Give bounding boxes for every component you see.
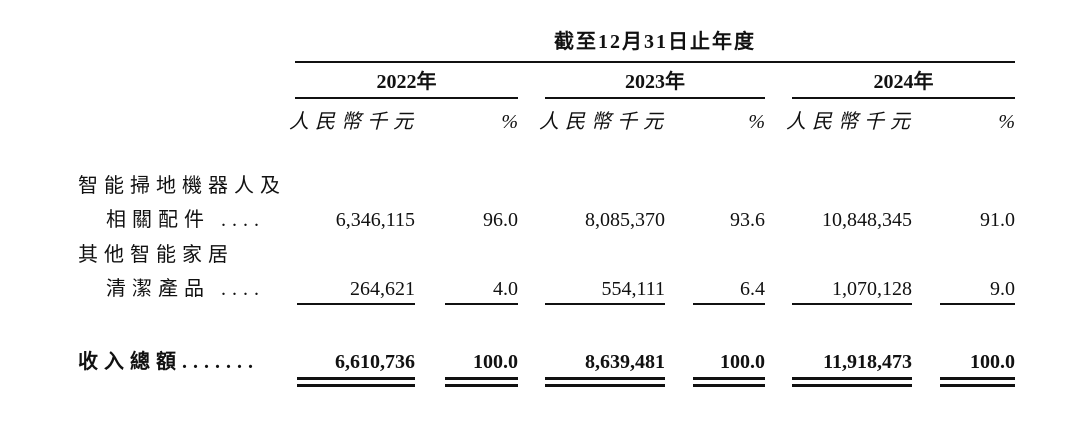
- row-label: 收入總額.......: [78, 351, 259, 373]
- year-header: 2024年: [873, 71, 934, 93]
- total-rule: [445, 384, 518, 387]
- cell-value: 6.4: [740, 278, 765, 300]
- year-header: 2023年: [625, 71, 685, 93]
- total-rule: [792, 384, 912, 387]
- row-label: 其他智能家居: [78, 244, 234, 266]
- total-rule: [940, 384, 1015, 387]
- cell-value: 9.0: [990, 278, 1015, 300]
- cell-value: 91.0: [980, 209, 1015, 231]
- cell-value: 96.0: [483, 209, 518, 231]
- row-label: 智能掃地機器人及: [78, 175, 286, 197]
- percent-unit: %: [998, 111, 1015, 133]
- cell-value: 10,848,345: [822, 209, 912, 231]
- cell-value: 264,621: [350, 278, 415, 300]
- total-rule: [940, 377, 1015, 380]
- cell-value: 8,639,481: [585, 351, 665, 373]
- cell-value: 93.6: [730, 209, 765, 231]
- cell-value: 6,610,736: [335, 351, 415, 373]
- subtotal-rule: [297, 303, 415, 305]
- total-rule: [545, 384, 665, 387]
- row-label: 清潔產品 ....: [106, 278, 265, 300]
- cell-value: 8,085,370: [585, 209, 665, 231]
- period-header: 截至12月31日止年度: [554, 31, 756, 53]
- year-rule: [792, 97, 1015, 99]
- subtotal-rule: [693, 303, 765, 305]
- subtotal-rule: [445, 303, 518, 305]
- total-rule: [445, 377, 518, 380]
- year-rule: [295, 97, 518, 99]
- header-rule: [295, 61, 1015, 63]
- cell-value: 11,918,473: [823, 351, 912, 373]
- cell-value: 554,111: [601, 278, 665, 300]
- row-label: 相關配件 ....: [106, 209, 265, 231]
- year-header: 2022年: [376, 71, 437, 93]
- total-rule: [545, 377, 665, 380]
- subtotal-rule: [545, 303, 665, 305]
- total-rule: [693, 377, 765, 380]
- cell-value: 100.0: [970, 351, 1015, 373]
- percent-unit: %: [748, 111, 765, 133]
- year-rule: [545, 97, 765, 99]
- total-rule: [792, 377, 912, 380]
- total-rule: [297, 377, 415, 380]
- currency-unit: 人民幣千元: [539, 111, 669, 133]
- total-rule: [693, 384, 765, 387]
- total-rule: [297, 384, 415, 387]
- currency-unit: 人民幣千元: [289, 111, 419, 133]
- currency-unit: 人民幣千元: [786, 111, 916, 133]
- cell-value: 4.0: [493, 278, 518, 300]
- subtotal-rule: [792, 303, 912, 305]
- subtotal-rule: [940, 303, 1015, 305]
- cell-value: 1,070,128: [832, 278, 912, 300]
- cell-value: 100.0: [720, 351, 765, 373]
- cell-value: 100.0: [473, 351, 518, 373]
- cell-value: 6,346,115: [335, 209, 415, 231]
- percent-unit: %: [501, 111, 518, 133]
